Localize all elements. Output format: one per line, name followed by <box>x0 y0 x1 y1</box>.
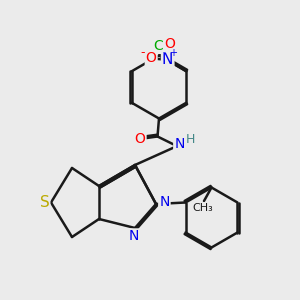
Text: Cl: Cl <box>154 39 167 53</box>
Text: N: N <box>162 52 173 67</box>
Text: N: N <box>128 230 139 243</box>
Text: -: - <box>140 46 145 59</box>
Text: N: N <box>174 137 184 151</box>
Text: S: S <box>40 195 49 210</box>
Text: +: + <box>169 48 177 58</box>
Text: CH₃: CH₃ <box>192 202 213 213</box>
Text: O: O <box>135 132 146 146</box>
Text: O: O <box>146 51 157 65</box>
Text: O: O <box>165 37 176 51</box>
Text: H: H <box>186 133 195 146</box>
Text: N: N <box>159 195 170 208</box>
